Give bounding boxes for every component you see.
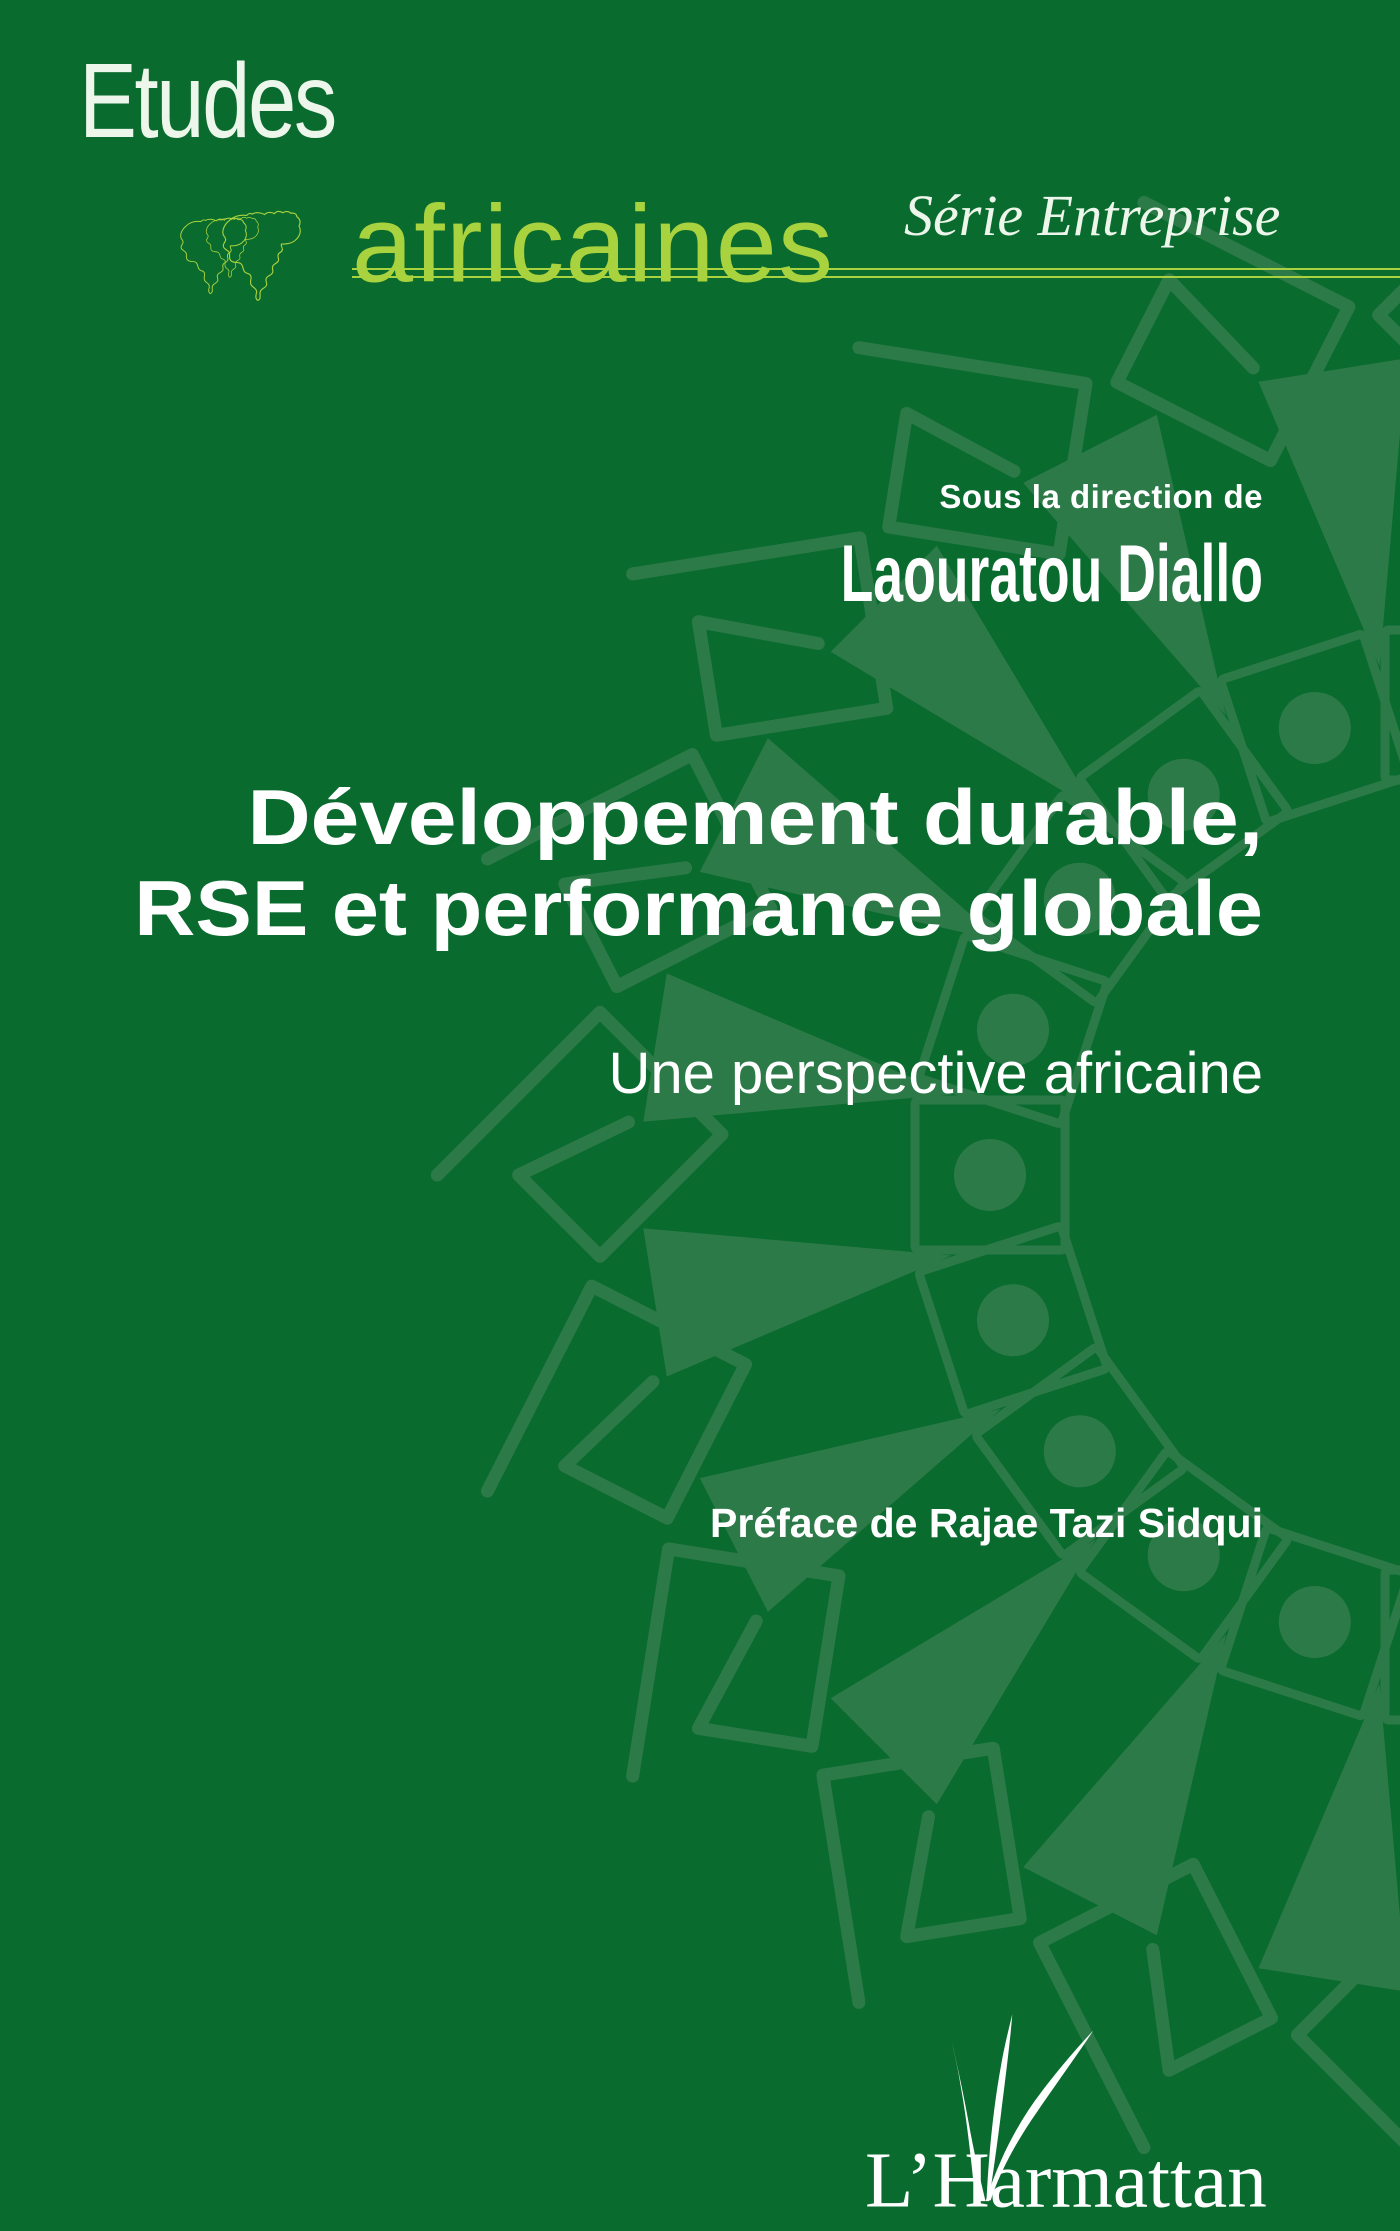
svg-text:L’Harmattan: L’Harmattan bbox=[865, 2136, 1267, 2224]
